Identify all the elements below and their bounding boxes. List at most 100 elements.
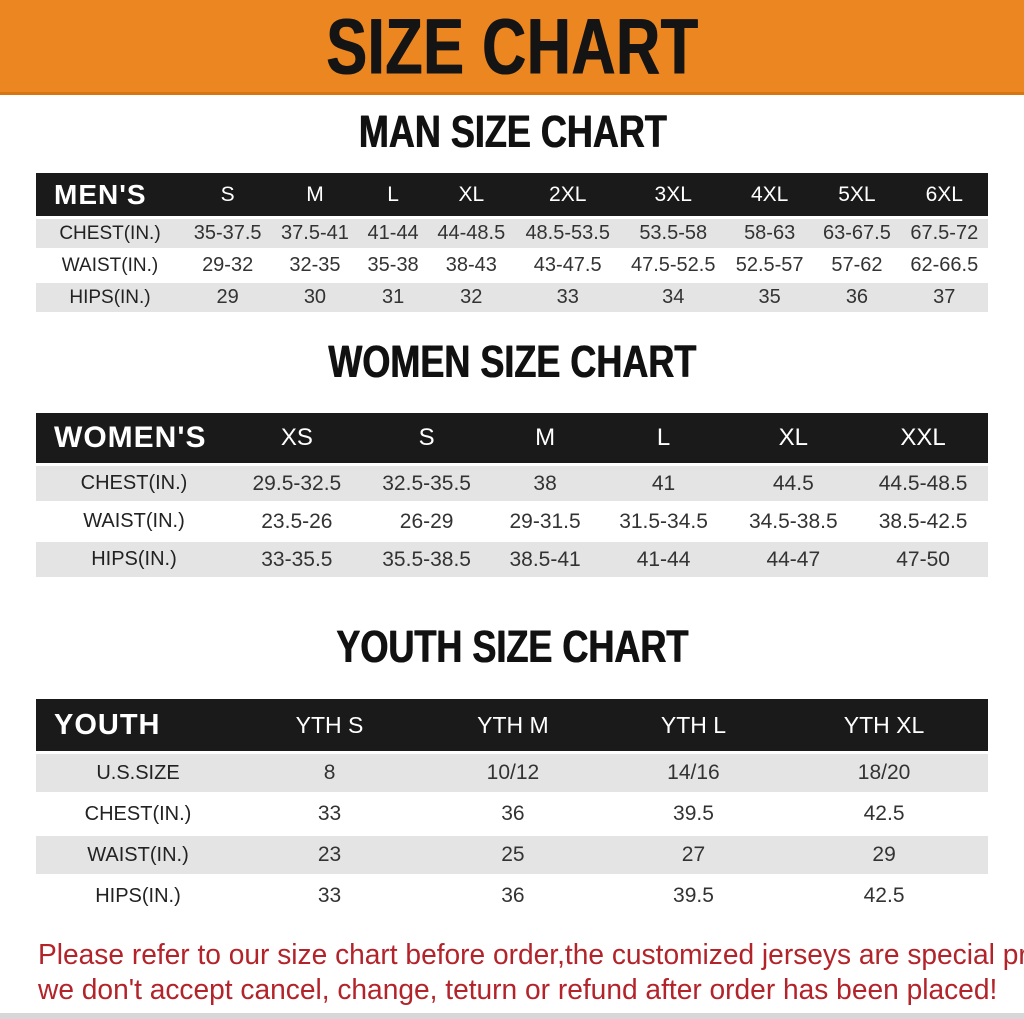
row-label: HIPS(IN.) (36, 877, 240, 915)
size-value-cell: 32-35 (271, 251, 359, 280)
size-column-header: XXL (858, 413, 988, 463)
size-value-cell: 44-47 (728, 542, 859, 577)
size-value-cell: 26-29 (361, 504, 492, 539)
size-column-header: XS (232, 413, 362, 463)
size-value-cell: 41 (598, 466, 729, 501)
row-label: CHEST(IN.) (36, 219, 184, 248)
measurement-row: WAIST(IN.) 23.5-26 26-29 29-31.5 31.5-34.5 34… (36, 504, 988, 539)
measurement-row: HIPS(IN.) 33 36 39.5 42.5 (36, 877, 988, 915)
size-column-header: YTH L (606, 699, 781, 751)
size-value-cell: 41-44 (598, 542, 729, 577)
row-label: HIPS(IN.) (36, 542, 232, 577)
size-value-cell: 29 (184, 283, 272, 312)
size-value-cell: 14/16 (606, 754, 781, 792)
size-column-header: YTH XL (780, 699, 988, 751)
size-value-cell: 35.5-38.5 (361, 542, 492, 577)
size-value-cell: 36 (419, 795, 607, 833)
disclaimer-line-2: we don't accept cancel, change, teturn o… (38, 974, 998, 1006)
size-value-cell: 29.5-32.5 (232, 466, 362, 501)
women-size-table: WOMEN'S XS S M L XL XXL CHEST(IN.) 29.5-32.5 32.5… (36, 410, 988, 580)
youth-section: YOUTH SIZE CHART YOUTH YTH S YTH M YTH L YTH… (0, 621, 1024, 918)
youth-section-heading: YOUTH SIZE CHART (0, 621, 1024, 673)
men-size-table: MEN'S S M L XL 2XL 3XL 4XL 5XL 6XL CHEST(IN.) 35-37… (36, 170, 988, 315)
women-section: WOMEN SIZE CHART WOMEN'S XS S M L XL XXL CHEST(… (0, 336, 1024, 580)
size-value-cell: 42.5 (780, 795, 988, 833)
row-label: WAIST(IN.) (36, 251, 184, 280)
row-label: HIPS(IN.) (36, 283, 184, 312)
size-chart-banner: SIZE CHART (0, 0, 1024, 95)
size-value-cell: 25 (419, 836, 607, 874)
youth-table-header-row: YOUTH YTH S YTH M YTH L YTH XL (36, 699, 988, 751)
disclaimer-line-1: Please refer to our size chart before or… (38, 939, 1024, 971)
size-value-cell: 29-32 (184, 251, 272, 280)
size-value-cell: 63-67.5 (813, 219, 901, 248)
women-section-heading-text: WOMEN SIZE CHART (327, 336, 696, 387)
size-column-header: S (361, 413, 492, 463)
size-value-cell: 36 (813, 283, 901, 312)
row-label: CHEST(IN.) (36, 466, 232, 501)
size-value-cell: 30 (271, 283, 359, 312)
size-value-cell: 52.5-57 (726, 251, 814, 280)
bottom-edge-strip (0, 1013, 1024, 1019)
size-column-header: S (184, 173, 272, 216)
size-value-cell: 38 (491, 466, 599, 501)
men-table-header-row: MEN'S S M L XL 2XL 3XL 4XL 5XL 6XL (36, 173, 988, 216)
size-value-cell: 39.5 (606, 795, 781, 833)
size-value-cell: 18/20 (780, 754, 988, 792)
size-value-cell: 32.5-35.5 (361, 466, 492, 501)
measurement-row: U.S.SIZE 8 10/12 14/16 18/20 (36, 754, 988, 792)
size-column-header: 4XL (726, 173, 814, 216)
row-label: U.S.SIZE (36, 754, 240, 792)
size-value-cell: 44.5-48.5 (858, 466, 988, 501)
size-value-cell: 42.5 (780, 877, 988, 915)
size-chart-title: SIZE CHART (325, 2, 699, 90)
measurement-row: WAIST(IN.) 23 25 27 29 (36, 836, 988, 874)
size-column-header: L (358, 173, 428, 216)
women-table-corner-label: WOMEN'S (36, 413, 232, 463)
size-value-cell: 39.5 (606, 877, 781, 915)
size-value-cell: 27 (606, 836, 781, 874)
size-value-cell: 23.5-26 (232, 504, 362, 539)
size-value-cell: 10/12 (419, 754, 607, 792)
size-value-cell: 35-38 (358, 251, 428, 280)
disclaimer-text: Please refer to our size chart before or… (38, 938, 1024, 1008)
size-value-cell: 33 (240, 877, 420, 915)
size-value-cell: 38.5-41 (491, 542, 599, 577)
measurement-row: HIPS(IN.) 29 30 31 32 33 34 35 36 37 (36, 283, 988, 312)
size-value-cell: 48.5-53.5 (514, 219, 621, 248)
men-table-corner-label: MEN'S (36, 173, 184, 216)
size-column-header: 5XL (813, 173, 901, 216)
youth-table-corner-label: YOUTH (36, 699, 240, 751)
men-section: MAN SIZE CHART MEN'S S M L XL 2XL 3XL 4XL 5XL 6XL… (0, 106, 1024, 315)
size-value-cell: 67.5-72 (900, 219, 988, 248)
size-value-cell: 62-66.5 (900, 251, 988, 280)
youth-size-table: YOUTH YTH S YTH M YTH L YTH XL U.S.SIZE 8 10/12… (36, 696, 988, 918)
size-value-cell: 47-50 (858, 542, 988, 577)
size-column-header: L (598, 413, 729, 463)
size-value-cell: 29-31.5 (491, 504, 599, 539)
measurement-row: CHEST(IN.) 29.5-32.5 32.5-35.5 38 41 44.5 44.5… (36, 466, 988, 501)
size-column-header: XL (728, 413, 859, 463)
size-value-cell: 38.5-42.5 (858, 504, 988, 539)
size-value-cell: 36 (419, 877, 607, 915)
measurement-row: CHEST(IN.) 33 36 39.5 42.5 (36, 795, 988, 833)
size-value-cell: 31.5-34.5 (598, 504, 729, 539)
size-value-cell: 33-35.5 (232, 542, 362, 577)
size-value-cell: 53.5-58 (620, 219, 726, 248)
row-label: WAIST(IN.) (36, 504, 232, 539)
size-value-cell: 33 (240, 795, 420, 833)
measurement-row: HIPS(IN.) 33-35.5 35.5-38.5 38.5-41 41-44 44-… (36, 542, 988, 577)
size-value-cell: 33 (514, 283, 621, 312)
size-column-header: YTH S (240, 699, 420, 751)
size-value-cell: 8 (240, 754, 420, 792)
size-value-cell: 37.5-41 (271, 219, 359, 248)
row-label: WAIST(IN.) (36, 836, 240, 874)
size-value-cell: 34 (620, 283, 726, 312)
size-column-header: XL (427, 173, 515, 216)
size-column-header: M (271, 173, 359, 216)
size-column-header: 6XL (900, 173, 988, 216)
size-value-cell: 32 (427, 283, 515, 312)
size-value-cell: 34.5-38.5 (728, 504, 859, 539)
measurement-row: CHEST(IN.) 35-37.5 37.5-41 41-44 44-48.5 48.5… (36, 219, 988, 248)
size-value-cell: 35 (726, 283, 814, 312)
